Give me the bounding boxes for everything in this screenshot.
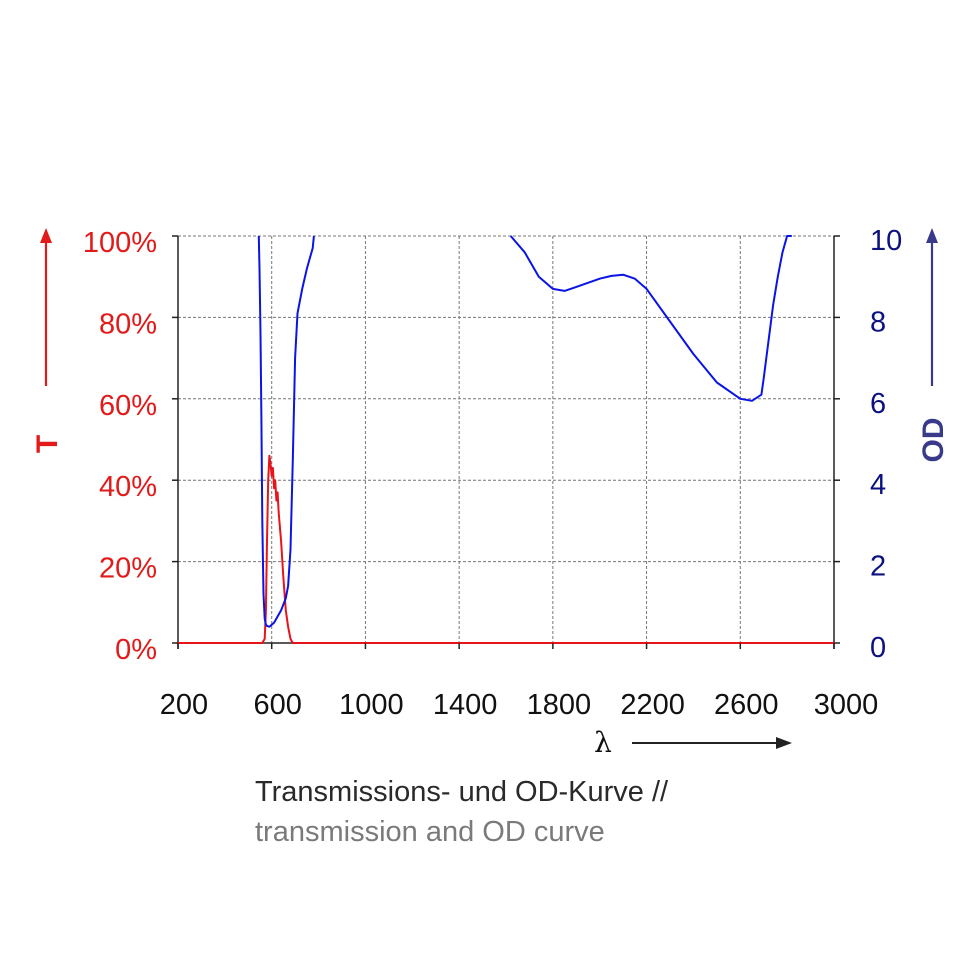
- left-tick-label: 40%: [99, 471, 157, 503]
- x-tick-label: 600: [254, 689, 302, 721]
- right-axis-arrow-icon: [926, 228, 938, 243]
- right-axis-label: OD: [917, 418, 950, 463]
- right-tick-label: 4: [870, 469, 886, 501]
- x-axis-label: λ: [594, 726, 612, 759]
- right-axis-ticks: 0 2 4 6 8 10: [834, 225, 902, 664]
- x-tick-label: 200: [160, 689, 208, 721]
- x-tick-label: 2600: [714, 689, 779, 721]
- transmission-line-segment-1: [178, 454, 834, 644]
- x-axis-title: λ: [594, 726, 792, 759]
- left-tick-label: 20%: [99, 553, 157, 585]
- grid-lines: [178, 235, 834, 643]
- left-tick-label: 60%: [99, 390, 157, 422]
- od-line-segment-2: [509, 235, 792, 402]
- plot-frame: [177, 236, 835, 649]
- left-tick-label: 0%: [115, 634, 157, 666]
- right-tick-label: 10: [870, 225, 902, 257]
- right-tick-label: 8: [870, 306, 886, 338]
- left-axis-label: T: [31, 435, 64, 453]
- x-tick-label: 1800: [527, 689, 592, 721]
- caption-german: Transmissions- und OD-Kurve //: [255, 776, 669, 808]
- x-tick-label: 2200: [620, 689, 685, 721]
- right-tick-label: 2: [870, 551, 886, 583]
- left-tick-label: 80%: [99, 308, 157, 340]
- od-line-segment-1: [257, 235, 315, 628]
- x-axis-ticks: 200 600 1000 1400 1800 2200 2600 3000: [160, 643, 878, 721]
- x-axis-arrow-icon: [776, 737, 792, 749]
- caption-english: transmission and OD curve: [255, 816, 605, 848]
- x-tick-label: 1000: [339, 689, 404, 721]
- x-tick-label: 3000: [814, 689, 879, 721]
- series-layer: [178, 235, 834, 644]
- x-tick-label: 1400: [433, 689, 498, 721]
- right-tick-label: 0: [870, 632, 886, 664]
- left-tick-label: 100%: [83, 227, 157, 259]
- left-axis-title: T: [31, 228, 64, 453]
- left-axis-arrow-icon: [40, 228, 52, 243]
- right-axis-title: OD: [917, 228, 950, 463]
- right-tick-label: 6: [870, 388, 886, 420]
- left-axis-ticks: 0% 20% 40% 60% 80% 100%: [83, 227, 178, 666]
